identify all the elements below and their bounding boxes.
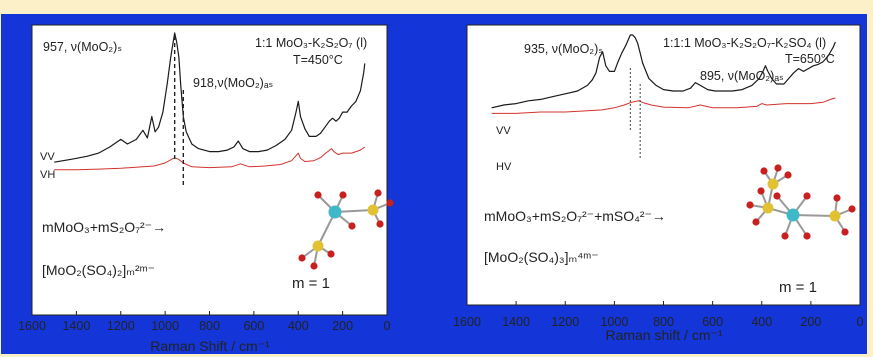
left-x-tick-label: 0 <box>384 319 391 333</box>
left-x-tick-label: 800 <box>199 319 220 333</box>
o-atom <box>752 218 760 226</box>
right-x-tick-label: 1600 <box>453 315 481 329</box>
right-x-tick-label: 200 <box>800 315 821 329</box>
right-vv-label: VV <box>496 125 511 137</box>
o-atom <box>773 192 781 200</box>
left-molecule-illustration <box>298 189 394 270</box>
left-peak-s-label: 957, ν(MoO₂)ₛ <box>43 40 122 54</box>
right-x-tick-label: 1000 <box>600 315 628 329</box>
o-atom <box>803 192 811 200</box>
right-x-tick-label: 600 <box>702 315 723 329</box>
s-atom <box>762 202 774 214</box>
left-series-group <box>54 32 366 171</box>
o-atom <box>848 205 856 213</box>
right-series-vv-line <box>491 34 836 109</box>
o-atom <box>374 189 382 197</box>
right-composition-label: 1:1:1 MoO₃-K₂S₂O₇-K₂SO₄ (l) <box>663 36 826 50</box>
o-atom <box>327 250 335 258</box>
left-x-tick-label: 200 <box>332 319 353 333</box>
o-atom <box>841 228 849 236</box>
right-peak-as-label: 895, ν(MoO₂)ₐₛ <box>700 69 784 83</box>
o-atom <box>314 191 322 199</box>
o-atom <box>348 222 356 230</box>
left-vv-label: VV <box>40 151 55 163</box>
left-reaction-text: mMoO₃+mS₂O₇²⁻→ <box>42 219 166 235</box>
o-atom <box>298 254 306 262</box>
o-atom <box>784 171 792 179</box>
right-x-tick-label: 1200 <box>551 315 579 329</box>
o-atom <box>781 232 789 240</box>
left-x-tick-label: 1400 <box>62 319 90 333</box>
right-panel: 1600 1400 1200 1000 800 600 400 200 0 935, ν(MoO… <box>453 24 864 329</box>
right-temperature-label: T=650°C <box>785 52 835 66</box>
right-x-axis-title: Raman shift / cm⁻¹ <box>605 327 722 343</box>
mo-atom <box>328 205 342 219</box>
right-peak-s-label: 935, ν(MoO₂)ₛ <box>524 42 603 56</box>
left-m-value: m = 1 <box>292 275 330 292</box>
s-atom <box>829 210 841 222</box>
right-x-tick-label: 0 <box>857 315 864 329</box>
o-atom <box>774 164 782 172</box>
right-molecule-illustration <box>746 164 856 240</box>
mo-atom <box>786 208 800 222</box>
left-series-vv-line <box>54 32 366 163</box>
left-x-tick-label: 1000 <box>151 319 179 333</box>
right-reaction-text: mMoO₃+mS₂O₇²⁻+mSO₄²⁻→ <box>484 208 666 224</box>
right-series-group <box>491 34 836 114</box>
left-product-text: [MoO₂(SO₄)₂]ₘ²ᵐ⁻ <box>42 262 155 278</box>
left-x-tick-label: 1600 <box>18 319 46 333</box>
o-atom <box>757 187 765 195</box>
o-atom <box>746 201 754 209</box>
s-atom <box>367 204 379 216</box>
left-vh-label: VH <box>40 169 55 181</box>
o-atom <box>339 191 347 199</box>
o-atom <box>760 167 768 175</box>
right-x-ticks: 1600 1400 1200 1000 800 600 400 200 0 <box>453 301 864 329</box>
o-atom <box>310 262 318 270</box>
o-atom <box>386 199 394 207</box>
left-series-vh-line <box>54 146 366 171</box>
s-atom <box>312 240 324 252</box>
left-x-tick-label: 600 <box>243 319 264 333</box>
left-composition-label: 1:1 MoO₃-K₂S₂O₇ (l) <box>255 36 367 50</box>
right-hv-label: HV <box>496 161 512 173</box>
o-atom <box>833 194 841 202</box>
right-product-text: [MoO₂(SO₄)₃]ₘ⁴ᵐ⁻ <box>484 249 599 265</box>
s-atom <box>767 178 779 190</box>
right-x-tick-label: 400 <box>751 315 772 329</box>
right-x-tick-label: 1400 <box>502 315 530 329</box>
right-m-value: m = 1 <box>779 279 817 296</box>
right-x-tick-label: 800 <box>653 315 674 329</box>
left-temperature-label: T=450°C <box>293 53 343 67</box>
left-x-tick-label: 400 <box>288 319 309 333</box>
left-plot-area <box>31 24 388 316</box>
right-series-hv-line <box>491 97 836 114</box>
left-panel: 1600 1400 1200 1000 800 600 400 200 0 957, ν(MoO… <box>18 24 394 333</box>
o-atom <box>803 232 811 240</box>
left-x-tick-label: 1200 <box>107 319 135 333</box>
left-x-ticks: 1600 1400 1200 1000 800 600 400 200 0 <box>18 311 391 333</box>
left-x-axis-title: Raman Shift / cm⁻¹ <box>150 338 270 354</box>
o-atom <box>376 220 384 228</box>
left-peak-as-label: 918,ν(MoO₂)ₐₛ <box>193 76 273 90</box>
